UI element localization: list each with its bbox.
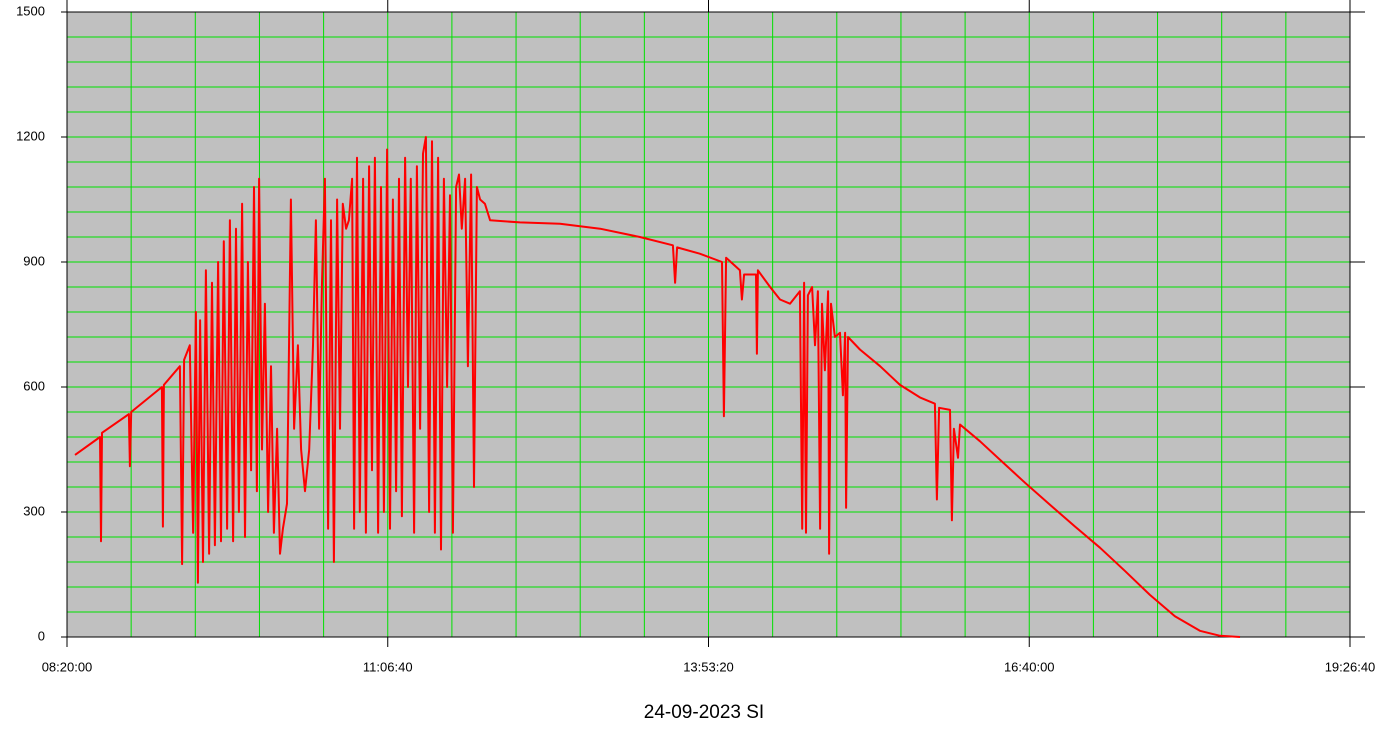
- y-tick-label: 0: [38, 628, 45, 643]
- x-tick-label: 08:20:00: [42, 659, 93, 674]
- data-line: [74, 136, 1241, 638]
- x-tick-label: 13:53:20: [683, 659, 734, 674]
- y-tick-label: 1200: [16, 128, 45, 143]
- y-tick-label: 600: [23, 378, 45, 393]
- y-tick-label: 300: [23, 503, 45, 518]
- chart-title: 24-09-2023 SI: [644, 702, 764, 723]
- plot-frame: [66, 11, 1351, 638]
- y-tick-label: 1500: [16, 3, 45, 18]
- x-tick-label: 19:26:40: [1325, 659, 1376, 674]
- x-tick-label: 16:40:00: [1004, 659, 1055, 674]
- y-tick-label: 900: [23, 253, 45, 268]
- x-tick-label: 11:06:40: [363, 659, 413, 674]
